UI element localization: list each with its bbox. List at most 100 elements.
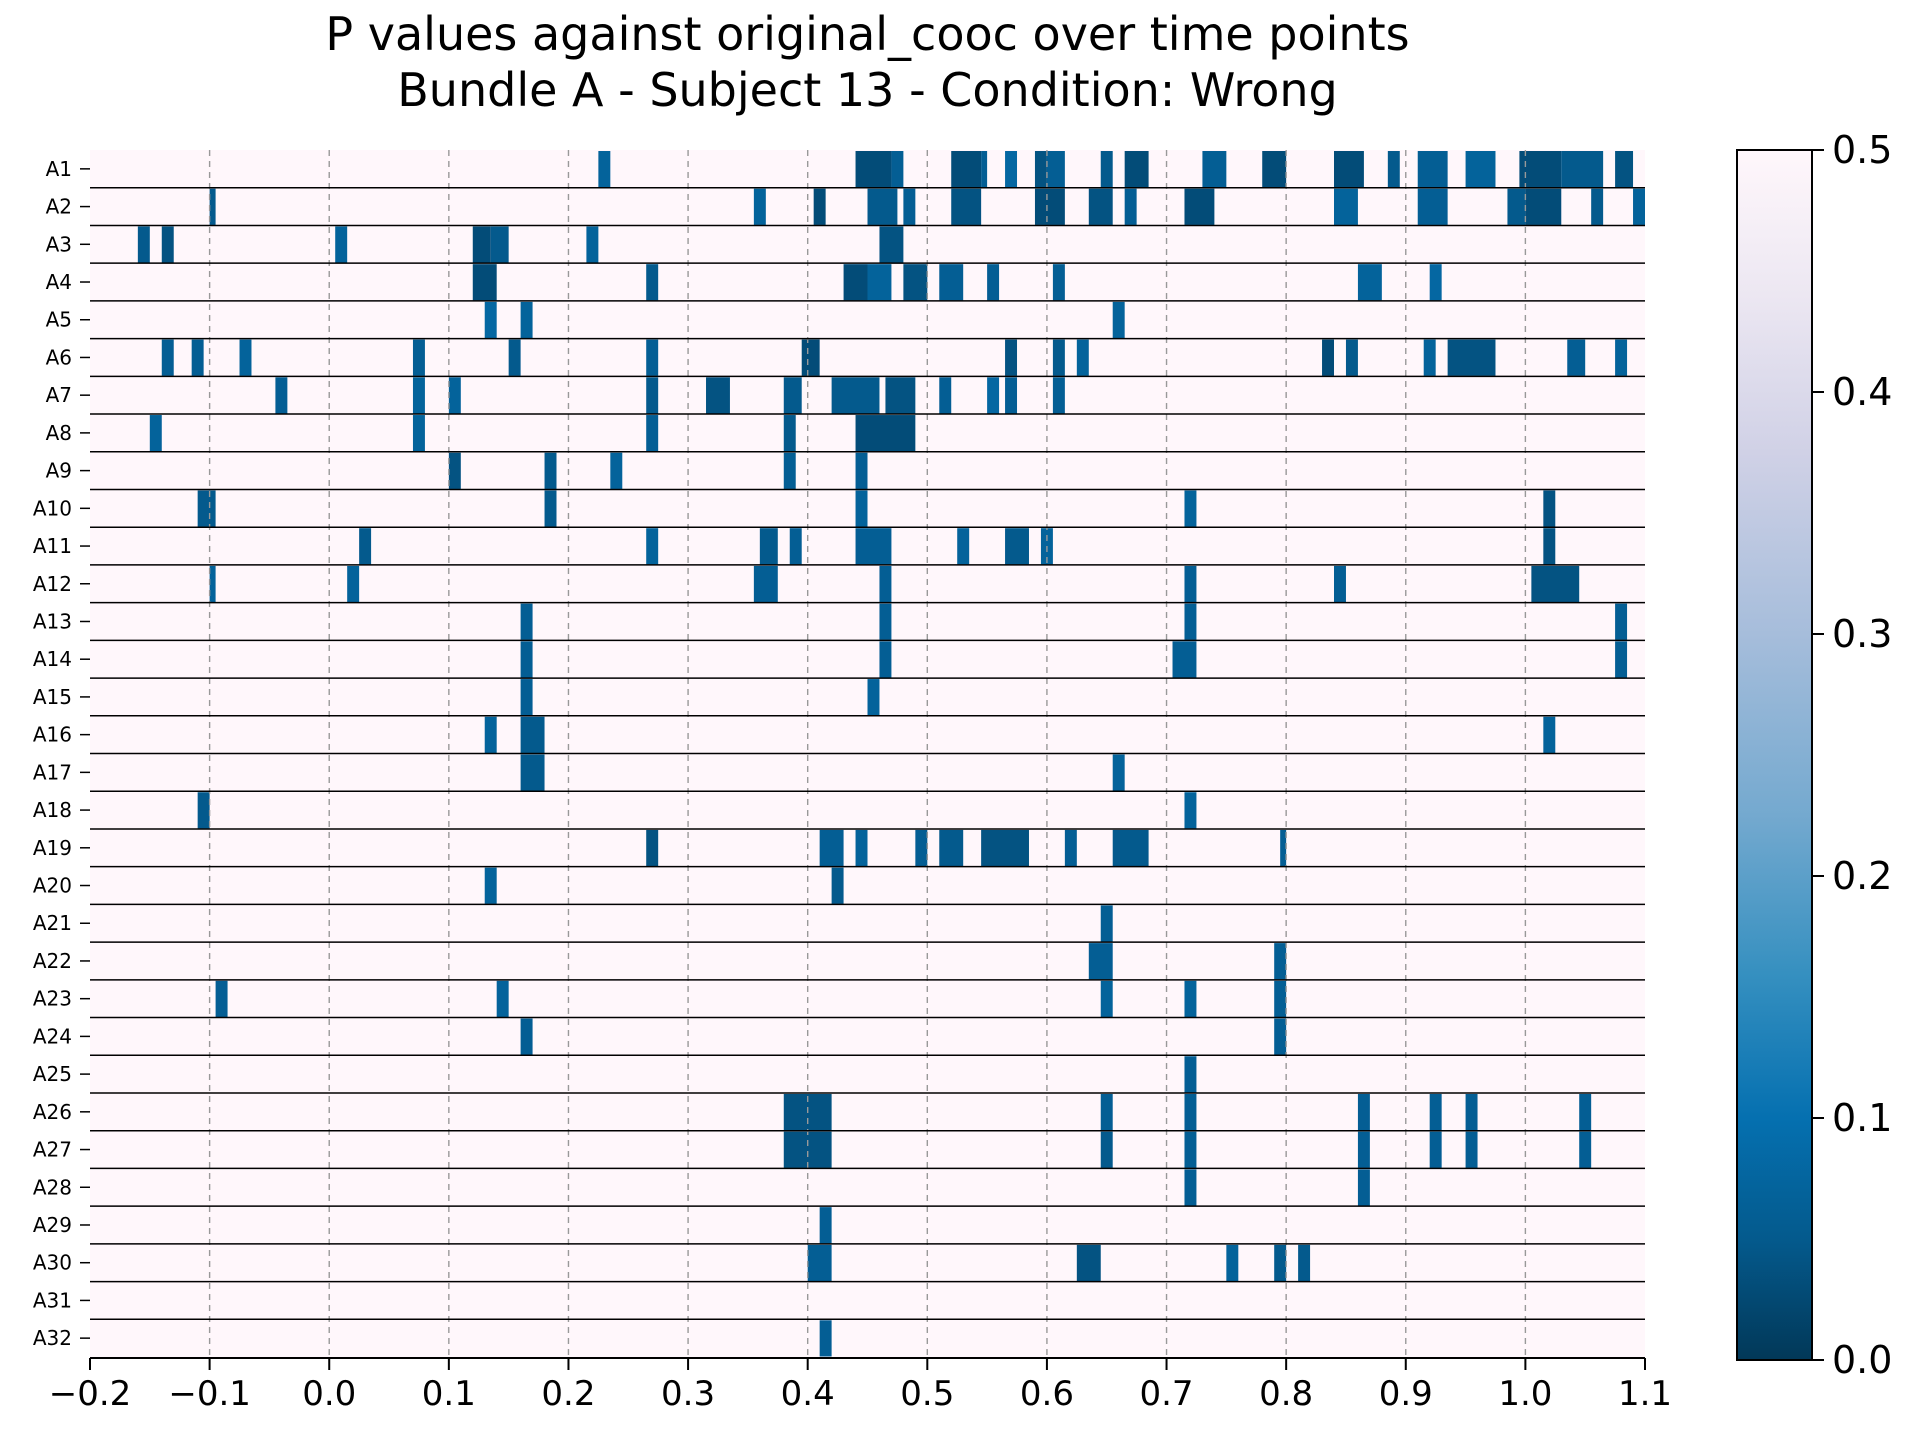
cell-a12-0 bbox=[209, 565, 216, 603]
cell-a6-14 bbox=[1567, 339, 1586, 376]
cell-a27-6 bbox=[1579, 1131, 1592, 1168]
y-tick-label: A3 bbox=[46, 232, 72, 256]
colorbar-tick-label: 0.0 bbox=[1832, 1338, 1892, 1382]
cell-a6-12 bbox=[1423, 339, 1436, 376]
x-tick-label: 0.6 bbox=[1020, 1374, 1074, 1414]
cell-a1-13 bbox=[1387, 151, 1400, 188]
cell-a26-5 bbox=[1465, 1093, 1478, 1131]
cell-a1-9 bbox=[1124, 151, 1149, 188]
colorbar-gradient bbox=[1736, 149, 1813, 1361]
cell-a7-3 bbox=[646, 377, 659, 414]
cell-a7-8 bbox=[939, 377, 952, 414]
cell-a11-6 bbox=[1005, 528, 1029, 565]
cell-a8-2 bbox=[646, 415, 659, 452]
cell-a12-3 bbox=[879, 565, 892, 603]
cell-a1-0 bbox=[598, 151, 611, 188]
y-axis: A1 A2 A3 A4 A5 A6 A7 A8 A9 A10 A11 A12 A13 A14 A15 A16 A… bbox=[33, 157, 90, 1350]
cell-a10-3 bbox=[1184, 490, 1197, 527]
cell-a19-1 bbox=[819, 829, 844, 867]
cell-a3-2 bbox=[335, 226, 348, 263]
cell-a20-1 bbox=[831, 867, 844, 904]
heatmap-cells bbox=[137, 151, 1645, 1357]
cell-a14-2 bbox=[1172, 641, 1197, 678]
cell-a26-1 bbox=[1100, 1093, 1113, 1131]
cell-a7-2 bbox=[448, 377, 461, 414]
cell-a1-17 bbox=[1561, 151, 1604, 188]
cell-a23-3 bbox=[1184, 980, 1197, 1018]
cell-a4-4 bbox=[903, 264, 928, 301]
cell-a3-6 bbox=[879, 226, 904, 263]
cell-a23-2 bbox=[1100, 980, 1113, 1018]
x-tick-label: 1.1 bbox=[1618, 1374, 1672, 1414]
y-tick-label: A24 bbox=[33, 1024, 72, 1048]
cell-a9-2 bbox=[610, 452, 623, 489]
cell-a3-0 bbox=[137, 226, 150, 263]
cell-a10-2 bbox=[855, 490, 868, 527]
cell-a4-9 bbox=[1429, 264, 1442, 301]
cell-a30-0 bbox=[807, 1244, 832, 1282]
cell-a10-0 bbox=[197, 490, 216, 527]
cell-a5-0 bbox=[484, 301, 497, 339]
cell-a2-15 bbox=[1633, 188, 1645, 225]
cell-a6-9 bbox=[1076, 339, 1089, 376]
cell-a26-3 bbox=[1357, 1093, 1370, 1131]
cell-a1-18 bbox=[1615, 151, 1634, 188]
cell-a19-5 bbox=[981, 829, 1029, 867]
cell-a11-8 bbox=[1543, 528, 1556, 565]
cell-a25-0 bbox=[1184, 1056, 1197, 1093]
x-tick-label: 0.0 bbox=[302, 1374, 356, 1414]
cell-a20-0 bbox=[484, 867, 497, 904]
x-tick-label: 0.8 bbox=[1259, 1374, 1313, 1414]
cell-a26-6 bbox=[1579, 1093, 1592, 1131]
cell-a12-2 bbox=[753, 565, 778, 603]
cell-a1-8 bbox=[1100, 151, 1113, 188]
x-tick-label: −0.2 bbox=[49, 1374, 132, 1414]
cell-a9-0 bbox=[448, 452, 461, 489]
cell-a1-14 bbox=[1417, 151, 1448, 188]
cell-a2-10 bbox=[1334, 188, 1358, 225]
cell-a4-2 bbox=[843, 264, 868, 301]
cell-a7-11 bbox=[1052, 377, 1065, 414]
cell-a6-6 bbox=[801, 339, 820, 376]
cell-a15-0 bbox=[520, 679, 533, 716]
cell-a2-14 bbox=[1591, 188, 1604, 225]
row-separators bbox=[90, 186, 1645, 1321]
cell-a24-1 bbox=[1274, 1018, 1287, 1055]
cell-a17-0 bbox=[520, 754, 545, 791]
cell-a1-6 bbox=[1034, 151, 1047, 188]
cell-a1-5 bbox=[1005, 151, 1018, 188]
cell-a4-5 bbox=[939, 264, 964, 301]
cell-a7-10 bbox=[1005, 377, 1018, 414]
cell-a13-2 bbox=[1184, 603, 1197, 640]
cell-a19-7 bbox=[1112, 829, 1149, 867]
cell-a28-0 bbox=[1184, 1169, 1197, 1206]
cell-a27-5 bbox=[1465, 1131, 1478, 1168]
cell-a27-2 bbox=[1184, 1131, 1197, 1168]
cell-a13-1 bbox=[879, 603, 892, 640]
y-tick-label: A14 bbox=[33, 647, 72, 671]
cell-a2-3 bbox=[867, 188, 898, 225]
cell-a7-0 bbox=[275, 377, 288, 414]
x-tick-label: 0.1 bbox=[422, 1374, 476, 1414]
cell-a18-0 bbox=[197, 792, 210, 829]
cell-a3-5 bbox=[586, 226, 599, 263]
y-tick-label: A20 bbox=[33, 874, 72, 898]
y-tick-label: A19 bbox=[33, 836, 72, 860]
x-tick-label: 0.3 bbox=[661, 1374, 715, 1414]
cell-a6-3 bbox=[412, 339, 425, 376]
cell-a2-8 bbox=[1124, 188, 1137, 225]
cell-a7-1 bbox=[412, 377, 425, 414]
y-tick-label: A1 bbox=[46, 157, 72, 181]
chart-title-block: P values against original_cooc over time… bbox=[90, 6, 1645, 118]
cell-a11-0 bbox=[359, 528, 372, 565]
x-tick-label: 0.5 bbox=[900, 1374, 954, 1414]
cell-a5-2 bbox=[1112, 301, 1125, 339]
colorbar-tick-label: 0.5 bbox=[1832, 128, 1892, 172]
y-tick-label: A13 bbox=[33, 609, 72, 633]
y-tick-label: A7 bbox=[46, 383, 72, 407]
cell-a14-1 bbox=[879, 641, 892, 678]
cell-a12-1 bbox=[347, 565, 360, 603]
y-tick-label: A23 bbox=[33, 987, 72, 1011]
cell-a6-10 bbox=[1322, 339, 1334, 376]
